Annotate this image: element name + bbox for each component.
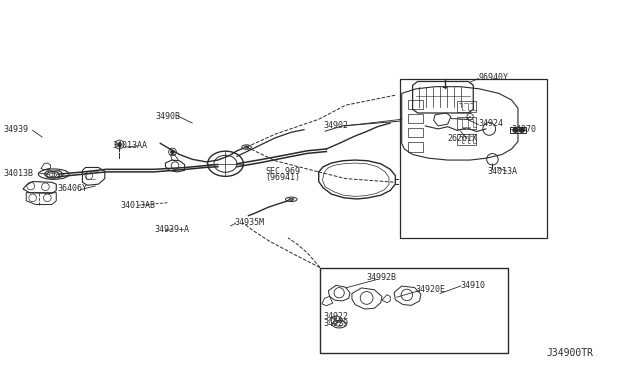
Circle shape: [519, 128, 524, 132]
Text: 3490B: 3490B: [156, 112, 181, 121]
Text: J34900TR: J34900TR: [547, 348, 594, 358]
Text: 34013AB: 34013AB: [121, 201, 156, 210]
Text: 34013B: 34013B: [4, 169, 34, 177]
Circle shape: [513, 128, 518, 132]
Text: SEC.969: SEC.969: [266, 167, 301, 176]
Ellipse shape: [244, 146, 249, 148]
Text: 34920E: 34920E: [415, 285, 445, 294]
Ellipse shape: [289, 198, 294, 201]
Text: 34939: 34939: [4, 125, 29, 134]
Bar: [400, 78, 547, 238]
Text: 34939+A: 34939+A: [154, 225, 189, 234]
Text: 34013AA: 34013AA: [113, 141, 147, 150]
Circle shape: [118, 142, 122, 147]
Text: 34929: 34929: [323, 319, 348, 328]
Text: 34922: 34922: [323, 312, 348, 321]
Text: 34924: 34924: [478, 119, 504, 128]
Text: 26261X: 26261X: [448, 134, 477, 143]
Text: 36406Y: 36406Y: [57, 185, 87, 193]
Circle shape: [171, 150, 174, 154]
Bar: [510, 127, 526, 134]
Text: 96940Y: 96940Y: [478, 73, 508, 82]
Text: 34902: 34902: [323, 122, 348, 131]
Text: 34013A: 34013A: [487, 167, 517, 176]
Bar: [320, 267, 508, 353]
Text: 34970: 34970: [511, 125, 536, 134]
Text: 34910: 34910: [461, 281, 486, 290]
Text: 34992B: 34992B: [367, 273, 397, 282]
Text: 34935M: 34935M: [234, 218, 264, 227]
Text: (96941): (96941): [266, 173, 301, 182]
